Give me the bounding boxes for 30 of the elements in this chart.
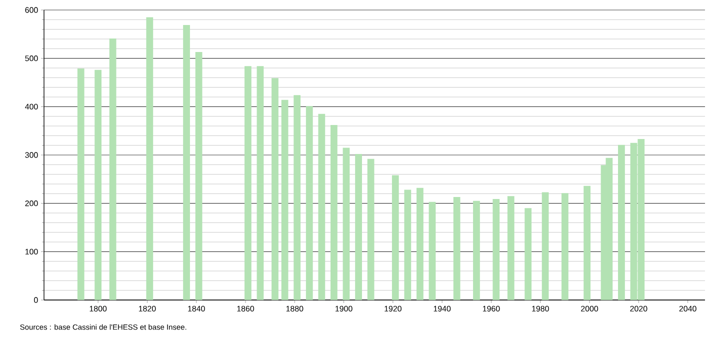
bar xyxy=(146,17,154,300)
bar xyxy=(542,192,549,300)
bar xyxy=(453,197,460,300)
bar xyxy=(584,186,591,300)
bar xyxy=(281,100,288,300)
bar xyxy=(306,106,313,300)
bar xyxy=(330,125,338,300)
bar xyxy=(618,144,625,300)
bar xyxy=(367,158,374,300)
bar xyxy=(318,114,326,300)
bar xyxy=(183,24,190,300)
bar xyxy=(524,208,532,300)
bar xyxy=(392,175,399,300)
bar xyxy=(256,66,264,300)
bar xyxy=(492,198,500,300)
bar xyxy=(77,68,84,300)
bar xyxy=(244,66,252,300)
bar xyxy=(342,148,350,300)
bar xyxy=(404,190,412,300)
bar xyxy=(272,78,278,300)
bar xyxy=(562,193,568,300)
bar xyxy=(195,52,202,300)
bar xyxy=(109,38,116,300)
bar xyxy=(507,196,514,300)
bar xyxy=(428,202,436,300)
bar xyxy=(473,200,480,300)
bar xyxy=(294,95,301,300)
bar xyxy=(355,154,362,300)
bar xyxy=(94,70,102,300)
bar xyxy=(416,188,424,300)
